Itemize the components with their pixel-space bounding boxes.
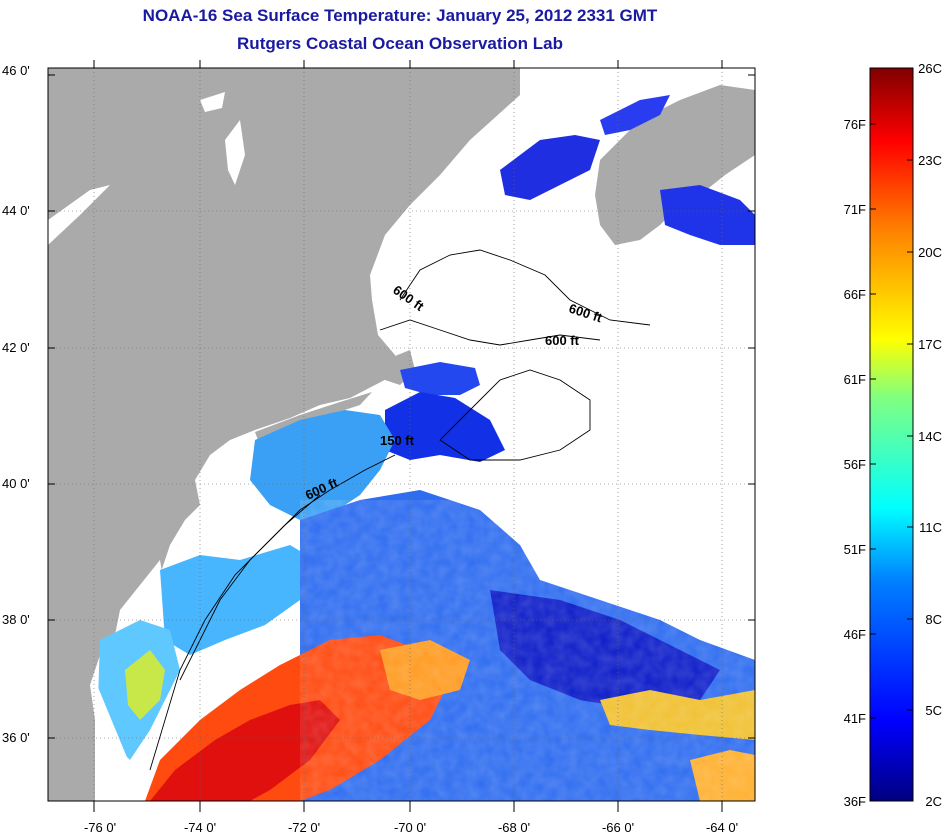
swath-edge	[95, 680, 145, 801]
contour-gulf-maine	[399, 249, 651, 326]
bathymetry-contours	[149, 249, 651, 771]
map-ticks	[48, 60, 755, 812]
sst-cold-georges	[400, 362, 480, 395]
colorbar-f-label: 46F	[844, 627, 866, 642]
sst-cool-mid-atlantic	[160, 545, 315, 655]
lon-label: -74 0'	[184, 820, 216, 835]
lon-label: -64 0'	[706, 820, 738, 835]
lat-label: 42 0'	[2, 340, 30, 355]
colorbar-c-label: 5C	[925, 703, 942, 718]
colorbar-f-label: 66F	[844, 287, 866, 302]
colorbar-c-label: 20C	[918, 245, 942, 260]
colorbar-f-label: 36F	[844, 794, 866, 809]
colorbar-f-label: 61F	[844, 372, 866, 387]
lat-label: 44 0'	[2, 203, 30, 218]
colorbar-f-label: 51F	[844, 542, 866, 557]
inland-lake	[48, 185, 110, 245]
inland-lake	[225, 120, 245, 185]
sst-cold-southern-new-england	[385, 392, 505, 462]
lat-label: 40 0'	[2, 476, 30, 491]
colorbar-c-label: 17C	[918, 337, 942, 352]
sst-cool-ny-bight	[250, 410, 395, 520]
sst-texture	[300, 500, 755, 801]
colorbar-c-label: 8C	[925, 612, 942, 627]
map-frame	[47, 67, 756, 802]
colorbar-c-label: 23C	[918, 153, 942, 168]
sst-cold-bay-of-fundy	[600, 95, 670, 135]
colorbar-ticks	[870, 67, 913, 719]
map-title: NOAA-16 Sea Surface Temperature: January…	[142, 6, 658, 25]
contour-label: 150 ft	[380, 433, 415, 448]
lon-label: -70 0'	[394, 820, 426, 835]
contour-label: 600 ft	[545, 333, 580, 348]
contour-georges	[439, 369, 591, 461]
colorbar-c-label: 11C	[919, 520, 942, 535]
colorbar-c-label: 2C	[925, 794, 942, 809]
lon-label: -72 0'	[288, 820, 320, 835]
lon-label: -68 0'	[498, 820, 530, 835]
lat-label: 46 0'	[2, 63, 30, 78]
inland-lake	[200, 92, 225, 112]
colorbar-c-label: 26C	[918, 61, 942, 76]
colorbar-gradient	[869, 67, 914, 802]
sst-cold-scotian	[660, 185, 755, 245]
lon-label: -66 0'	[602, 820, 634, 835]
colorbar-f-label: 56F	[844, 457, 866, 472]
land-mainland	[48, 68, 520, 801]
contour-150ft	[179, 494, 321, 681]
sst-cold-gulf-of-maine	[500, 135, 600, 200]
map-content: 600 ft 600 ft 600 ft 150 ft 600 ft	[48, 68, 755, 801]
sst-yellow-shelf	[125, 650, 165, 720]
sst-gulf-stream-core	[150, 700, 340, 801]
colorbar: 76F 71F 66F 61F 56F 51F 46F 41F 36F 26C …	[844, 61, 942, 809]
map-subtitle: Rutgers Coastal Ocean Observation Lab	[237, 34, 563, 53]
lat-label: 38 0'	[2, 612, 30, 627]
colorbar-f-label: 76F	[844, 117, 866, 132]
colorbar-c-label: 14C	[918, 429, 942, 444]
lat-label: 36 0'	[2, 730, 30, 745]
lon-label: -76 0'	[84, 820, 116, 835]
colorbar-f-label: 71F	[844, 202, 866, 217]
contour-gulf-maine-2	[379, 319, 601, 346]
colorbar-f-label: 41F	[844, 711, 866, 726]
